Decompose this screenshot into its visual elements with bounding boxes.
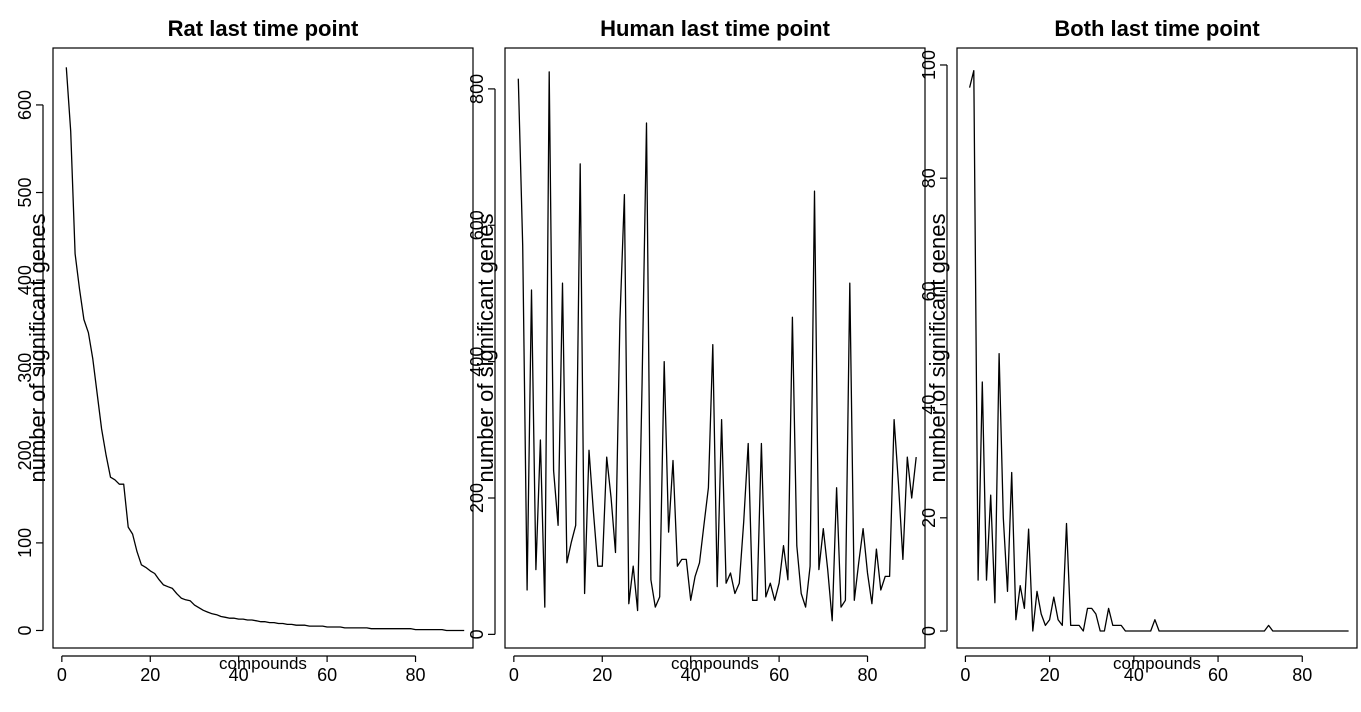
x-tick-label: 80 xyxy=(1292,665,1312,685)
y-tick-label: 300 xyxy=(15,353,35,383)
chart-panel-3: Both last time point 0 20 40 60 80 100 0 20 40 60 8… xyxy=(919,16,1358,685)
x-axis-label: compounds xyxy=(671,654,759,673)
x-tick-label: 40 xyxy=(1124,665,1144,685)
chart-title: Both last time point xyxy=(1054,16,1260,41)
y-tick-label: 0 xyxy=(919,626,939,636)
series-line xyxy=(65,67,465,632)
x-tick-label: 40 xyxy=(681,665,701,685)
y-tick-label: 100 xyxy=(919,50,939,80)
chart-title: Rat last time point xyxy=(168,16,359,41)
y-tick-label: 800 xyxy=(467,74,487,104)
y-tick-label: 500 xyxy=(15,178,35,208)
x-tick-label: 60 xyxy=(769,665,789,685)
x-tick-label: 20 xyxy=(1040,665,1060,685)
x-tick-label: 80 xyxy=(858,665,878,685)
y-tick-label: 600 xyxy=(467,210,487,240)
y-tick-label: 20 xyxy=(919,508,939,528)
x-tick-label: 0 xyxy=(509,665,519,685)
y-tick-label: 200 xyxy=(15,440,35,470)
x-tick-label: 40 xyxy=(229,665,249,685)
x-tick-label: 60 xyxy=(317,665,337,685)
y-tick-label: 400 xyxy=(467,347,487,377)
plot-frame xyxy=(504,47,926,649)
y-tick-label: 100 xyxy=(15,528,35,558)
x-tick-label: 80 xyxy=(406,665,426,685)
series-line xyxy=(517,71,917,622)
x-axis-label: compounds xyxy=(1113,654,1201,673)
x-tick-label: 0 xyxy=(57,665,67,685)
series-line xyxy=(968,69,1349,632)
plot-frame xyxy=(956,47,1358,649)
y-tick-label: 40 xyxy=(919,395,939,415)
y-tick-label: 0 xyxy=(467,629,487,639)
y-tick-label: 0 xyxy=(15,625,35,635)
y-tick-label: 400 xyxy=(15,265,35,295)
x-tick-label: 60 xyxy=(1208,665,1228,685)
y-axis-label: number of significant genes xyxy=(473,213,498,482)
chart-panel-1: Rat last time point 0 100 200 300 400 500 600 0 2… xyxy=(15,16,474,685)
y-tick-label: 200 xyxy=(467,483,487,513)
x-axis-label: compounds xyxy=(219,654,307,673)
x-tick-label: 20 xyxy=(140,665,160,685)
y-tick-label: 60 xyxy=(919,281,939,301)
y-tick-label: 80 xyxy=(919,168,939,188)
y-axis-label: number of significant genes xyxy=(25,213,50,482)
chart-panel-2: Human last time point 0 200 400 600 800 0 20 40 6… xyxy=(467,16,926,685)
x-tick-label: 20 xyxy=(592,665,612,685)
y-tick-label: 600 xyxy=(15,90,35,120)
chart-title: Human last time point xyxy=(600,16,830,41)
plot-frame xyxy=(52,47,474,649)
x-tick-label: 0 xyxy=(960,665,970,685)
y-axis-label: number of significant genes xyxy=(925,213,950,482)
